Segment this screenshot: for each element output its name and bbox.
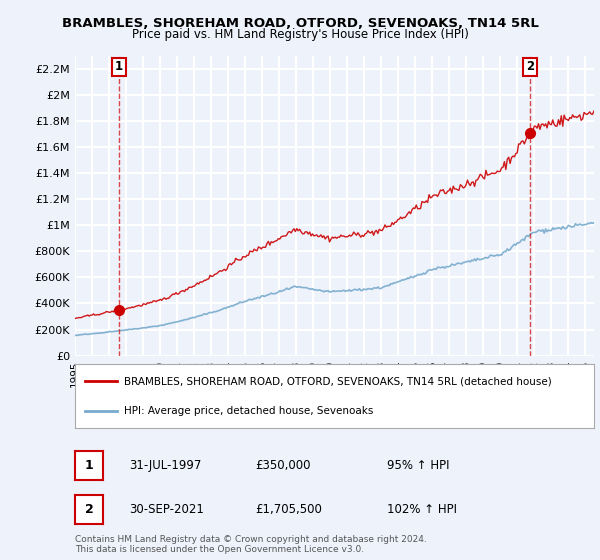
Text: £350,000: £350,000: [255, 459, 311, 473]
Text: Price paid vs. HM Land Registry's House Price Index (HPI): Price paid vs. HM Land Registry's House …: [131, 28, 469, 41]
Text: BRAMBLES, SHOREHAM ROAD, OTFORD, SEVENOAKS, TN14 5RL (detached house): BRAMBLES, SHOREHAM ROAD, OTFORD, SEVENOA…: [124, 376, 552, 386]
Text: 2: 2: [85, 503, 94, 516]
Text: 95% ↑ HPI: 95% ↑ HPI: [387, 459, 449, 473]
Text: HPI: Average price, detached house, Sevenoaks: HPI: Average price, detached house, Seve…: [124, 406, 374, 416]
Text: 1: 1: [85, 459, 94, 473]
Text: 1: 1: [115, 60, 123, 73]
Text: 102% ↑ HPI: 102% ↑ HPI: [387, 503, 457, 516]
Text: 2: 2: [526, 60, 534, 73]
Text: 31-JUL-1997: 31-JUL-1997: [129, 459, 202, 473]
Text: Contains HM Land Registry data © Crown copyright and database right 2024.
This d: Contains HM Land Registry data © Crown c…: [75, 535, 427, 554]
Text: 30-SEP-2021: 30-SEP-2021: [129, 503, 204, 516]
Text: £1,705,500: £1,705,500: [255, 503, 322, 516]
Text: BRAMBLES, SHOREHAM ROAD, OTFORD, SEVENOAKS, TN14 5RL: BRAMBLES, SHOREHAM ROAD, OTFORD, SEVENOA…: [62, 17, 538, 30]
